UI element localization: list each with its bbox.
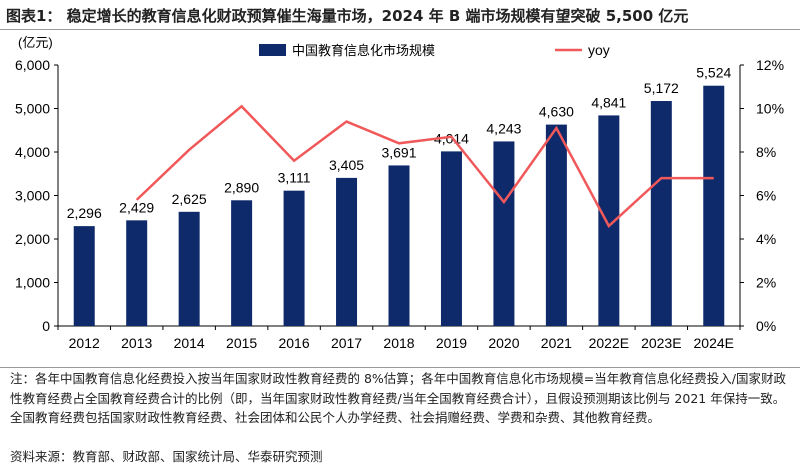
bar-value-label: 2,429 bbox=[119, 199, 154, 215]
yoy-line bbox=[135, 104, 714, 228]
bar bbox=[440, 151, 462, 326]
right-tick-label: 4% bbox=[756, 231, 776, 247]
left-tick-label: 4,000 bbox=[15, 144, 50, 160]
bar-value-label: 2,296 bbox=[67, 205, 102, 221]
notes-text: 注：各年中国教育信息化经费投入按当年国家财政性教育经费的 8%估算；各年中国教育… bbox=[10, 371, 786, 425]
title-divider bbox=[0, 29, 800, 30]
legend-bar-swatch bbox=[259, 44, 286, 56]
left-tick-label: 3,000 bbox=[15, 188, 50, 204]
bar-value-label: 2,625 bbox=[172, 191, 207, 207]
x-tick-label: 2021 bbox=[541, 335, 572, 351]
figure-title: 图表1： 稳定增长的教育信息化财政预算催生海量市场，2024 年 B 端市场规模… bbox=[6, 7, 689, 25]
x-tick-label: 2013 bbox=[121, 335, 152, 351]
bar bbox=[231, 200, 253, 326]
bar-value-label: 5,524 bbox=[696, 65, 731, 81]
left-tick-label: 2,000 bbox=[15, 231, 50, 247]
chart: 0 1,000 2,000 3,000 4,000 5,000 6,000 0% 2% 4% 6% 8… bbox=[15, 35, 784, 351]
x-tick-label: 2023E bbox=[641, 335, 681, 351]
bar bbox=[545, 124, 567, 326]
right-tick-label: 12% bbox=[756, 57, 784, 73]
bar-value-label: 3,405 bbox=[329, 157, 364, 173]
bar bbox=[178, 211, 200, 326]
bar bbox=[126, 220, 148, 326]
bar bbox=[703, 85, 725, 327]
x-tick-label: 2017 bbox=[331, 335, 362, 351]
x-tick-label: 2022E bbox=[589, 335, 629, 351]
bar-value-label: 5,172 bbox=[644, 80, 679, 96]
bar bbox=[283, 190, 305, 326]
right-tick-label: 6% bbox=[756, 188, 776, 204]
x-tick-label: 2015 bbox=[226, 335, 257, 351]
x-tick-label: 2019 bbox=[436, 335, 467, 351]
bar bbox=[493, 141, 515, 326]
left-axis-unit-label: (亿元) bbox=[18, 35, 53, 50]
source-text: 资料来源：教育部、财政部、国家统计局、华泰研究预测 bbox=[10, 449, 323, 464]
x-tick-label: 2020 bbox=[488, 335, 519, 351]
bar-value-label: 3,111 bbox=[278, 170, 311, 186]
bar-value-label: 4,841 bbox=[591, 94, 626, 110]
bar-value-label: 4,243 bbox=[486, 120, 521, 136]
left-tick-label: 5,000 bbox=[15, 101, 50, 117]
legend-bar-label: 中国教育信息化市场规模 bbox=[292, 43, 435, 58]
right-tick-label: 0% bbox=[756, 318, 776, 334]
bar bbox=[388, 165, 410, 326]
bar bbox=[598, 115, 620, 326]
left-tick-label: 6,000 bbox=[15, 57, 50, 73]
x-tick-label: 2014 bbox=[174, 335, 205, 351]
x-tick-label: 2012 bbox=[69, 335, 100, 351]
right-tick-label: 2% bbox=[756, 275, 776, 291]
x-tick-label: 2024E bbox=[694, 335, 734, 351]
bar bbox=[336, 177, 358, 326]
right-tick-label: 8% bbox=[756, 144, 776, 160]
bar-value-label: 4,630 bbox=[539, 104, 574, 120]
right-tick-label: 10% bbox=[756, 101, 784, 117]
left-tick-label: 0 bbox=[42, 318, 50, 334]
bar-value-label: 3,691 bbox=[381, 144, 416, 160]
left-tick-label: 1,000 bbox=[15, 275, 50, 291]
x-tick-label: 2016 bbox=[278, 335, 309, 351]
bar bbox=[73, 226, 95, 326]
bar-value-label: 2,890 bbox=[224, 179, 259, 195]
x-tick-label: 2018 bbox=[383, 335, 414, 351]
bar bbox=[650, 101, 672, 326]
notes-divider bbox=[0, 367, 800, 368]
legend-line-label: yoy bbox=[588, 42, 610, 58]
